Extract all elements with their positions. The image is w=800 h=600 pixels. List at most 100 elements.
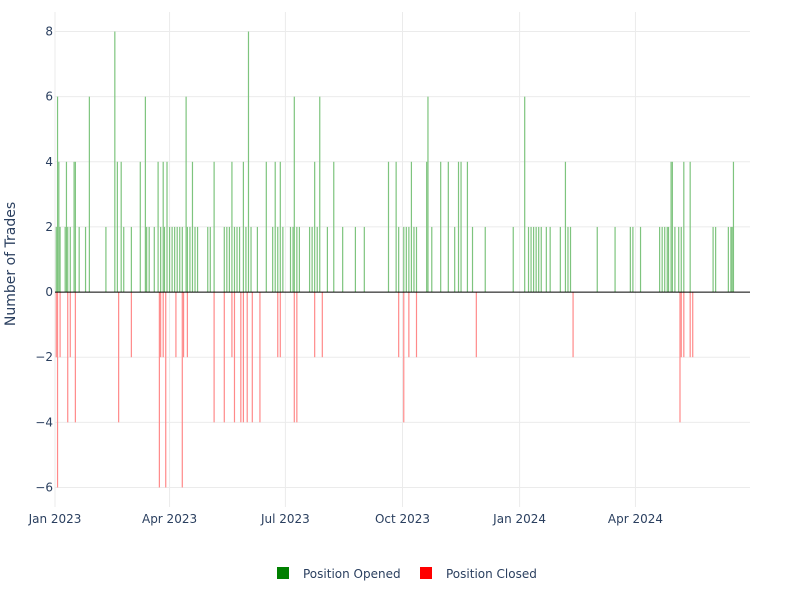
bar-opened [123, 226, 125, 293]
bar-opened [242, 161, 244, 293]
bar-opened [664, 226, 666, 293]
bar-opened [163, 226, 166, 293]
bar-opened [530, 226, 532, 293]
bar-opened [84, 226, 87, 293]
bar-closed [182, 292, 185, 358]
bar-opened [130, 226, 132, 293]
legend-swatch-closed [420, 567, 432, 579]
bar-closed [186, 292, 188, 358]
bar-opened [58, 161, 60, 293]
bar-opened [116, 161, 118, 293]
bar-opened [265, 161, 267, 293]
bar-opened [559, 226, 561, 293]
bar-closed [321, 292, 323, 358]
x-tick-label: Apr 2023 [142, 512, 197, 526]
bar-opened [661, 226, 663, 293]
bar-opened [427, 96, 429, 293]
bar-opened [74, 161, 76, 293]
bar-opened [160, 226, 162, 293]
bar-closed [74, 292, 76, 423]
bar-opened [114, 31, 116, 293]
y-tick-label: −6 [35, 480, 53, 494]
legend-label-closed: Position Closed [446, 567, 537, 581]
bar-opened [146, 226, 148, 293]
y-axis-title: Number of Trades [3, 202, 19, 326]
bar-closed [165, 292, 167, 488]
bar-opened [238, 226, 241, 293]
bar-closed [181, 292, 183, 488]
bar-opened [524, 96, 526, 293]
bar-opened [689, 161, 691, 293]
bar-opened [466, 161, 469, 293]
bar-opened [730, 226, 732, 293]
bar-opened [629, 226, 631, 293]
bar-opened [59, 226, 61, 293]
bar-opened [387, 161, 390, 293]
bar-opened [440, 161, 442, 293]
bar-opened [176, 226, 178, 293]
bar-opened [415, 226, 418, 293]
y-tick-label: 4 [45, 155, 53, 169]
bar-opened [512, 226, 514, 293]
bar-closed [223, 292, 225, 423]
bar-opened [228, 226, 230, 293]
bar-opened [395, 161, 397, 293]
y-tick-label: 2 [45, 220, 53, 234]
bar-opened [666, 226, 668, 293]
bar-opened [233, 226, 236, 293]
bar-opened [460, 161, 462, 293]
bar-closed [118, 292, 120, 423]
bar-opened [236, 226, 238, 293]
bar-closed [296, 292, 298, 423]
bar-opened [333, 161, 335, 293]
y-tick-label: 6 [45, 90, 53, 104]
bar-closed [175, 292, 177, 358]
bar-opened [296, 226, 298, 293]
x-tick-label: Jul 2023 [260, 512, 310, 526]
bar-opened [527, 226, 530, 293]
bar-closed [572, 292, 574, 358]
bar-opened [471, 226, 474, 293]
bar-opened [632, 226, 634, 293]
bar-opened [311, 226, 313, 293]
bar-closed [158, 292, 160, 488]
bar-opened [245, 226, 247, 293]
bar-opened [189, 226, 191, 293]
bar-opened [671, 161, 673, 293]
bar-opened [191, 161, 194, 293]
bar-closed [246, 292, 248, 423]
bar-closed [689, 292, 691, 358]
bar-closed [56, 292, 59, 488]
bar-opened [405, 226, 407, 293]
bar-opened [659, 226, 661, 293]
legend-swatch-opened [277, 567, 289, 579]
bar-opened [314, 161, 316, 293]
y-tick-labels: −6 −4 −2 0 2 4 6 8 [35, 25, 53, 495]
bar-closed [233, 292, 236, 423]
bar-closed [277, 292, 279, 358]
bar-closed [231, 292, 233, 358]
bar-opened [213, 161, 215, 293]
bar-opened [680, 226, 682, 293]
grid-lines [54, 12, 750, 507]
bar-opened [120, 161, 122, 293]
bar-opened [282, 226, 284, 293]
bar-opened [185, 96, 187, 293]
bar-opened [194, 226, 196, 293]
bar-closed [679, 292, 681, 423]
bar-opened [639, 226, 642, 293]
bars-layer [55, 31, 735, 488]
bar-opened [447, 161, 449, 293]
bar-opened [732, 161, 735, 293]
bar-closed [59, 292, 61, 358]
bar-opened [683, 161, 685, 293]
bar-opened [567, 226, 569, 293]
bar-opened [457, 161, 460, 293]
bar-closed [398, 292, 400, 358]
bar-opened [181, 226, 183, 293]
bar-opened [162, 161, 164, 293]
bar-opened [292, 226, 294, 293]
bar-opened [298, 226, 300, 293]
